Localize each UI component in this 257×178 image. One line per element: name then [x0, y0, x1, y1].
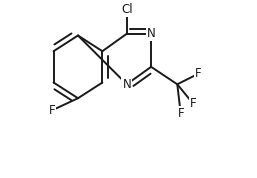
Text: Cl: Cl	[121, 3, 133, 16]
Text: F: F	[195, 67, 201, 80]
Text: N: N	[147, 27, 155, 40]
Text: F: F	[190, 97, 196, 110]
Text: F: F	[177, 107, 184, 120]
Text: N: N	[122, 78, 131, 91]
Text: F: F	[49, 104, 55, 117]
